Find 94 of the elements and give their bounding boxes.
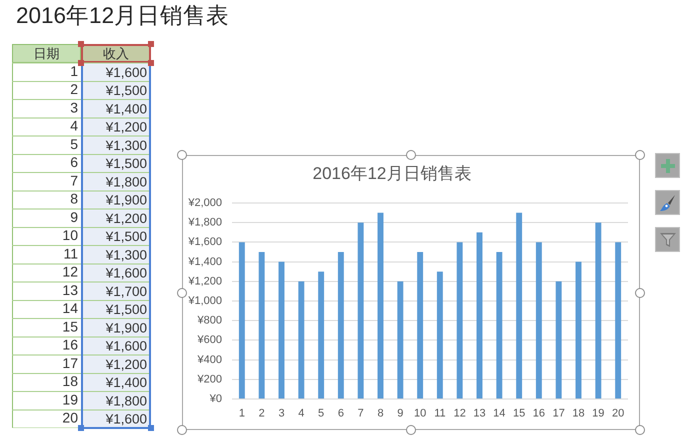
y-tick-label: 14 bbox=[62, 300, 78, 316]
y-tick-label: 13 bbox=[62, 282, 78, 298]
data-label: ¥1,900 bbox=[104, 192, 147, 208]
x-tick-label: 8 bbox=[377, 408, 384, 420]
x-tick-label: 18 bbox=[572, 408, 585, 420]
x-tick-label: 9 bbox=[397, 408, 404, 420]
data-label: ¥1,600 bbox=[104, 338, 147, 354]
data-label: ¥1,900 bbox=[104, 320, 147, 336]
y-tick-label: 8 bbox=[70, 190, 78, 207]
data-label: ¥1,800 bbox=[104, 174, 147, 190]
data-label: ¥1,700 bbox=[104, 284, 147, 299]
y-tick-label: 16 bbox=[62, 336, 78, 353]
bar bbox=[258, 252, 265, 398]
data-label: ¥1,600 bbox=[104, 64, 147, 80]
data-label: ¥1,500 bbox=[104, 229, 147, 244]
bar bbox=[238, 242, 245, 398]
data-label: ¥1,800 bbox=[104, 393, 147, 408]
bar bbox=[378, 212, 384, 398]
y-tick-label: 1 bbox=[70, 62, 78, 79]
x-tick-label: 11 bbox=[434, 408, 446, 420]
chart-title: 2016年12月日销售表 bbox=[16, 3, 230, 29]
y-tick-label: 2 bbox=[70, 81, 78, 98]
data-label: ¥1,500 bbox=[104, 156, 147, 172]
y-tick-label: ¥1,600 bbox=[187, 236, 222, 248]
x-tick-label: 收入 bbox=[103, 46, 129, 61]
y-tick-label: 9 bbox=[70, 208, 78, 225]
x-tick-label: 15 bbox=[512, 408, 526, 420]
data-label: ¥1,500 bbox=[104, 83, 147, 98]
y-tick-label: 5 bbox=[70, 136, 78, 152]
data-label: ¥1,400 bbox=[104, 101, 147, 116]
x-tick-label: 20 bbox=[612, 408, 624, 420]
bar bbox=[476, 232, 482, 398]
data-label: ¥1,200 bbox=[104, 210, 147, 226]
x-tick-label: 5 bbox=[318, 408, 324, 420]
chart-title: 2016年12月日销售表 bbox=[312, 164, 472, 184]
data-label: ¥1,500 bbox=[104, 302, 147, 318]
x-tick-label: 17 bbox=[552, 408, 565, 420]
x-tick-label: 10 bbox=[414, 408, 426, 420]
y-tick-label: 6 bbox=[70, 154, 78, 170]
y-tick-label: ¥0 bbox=[208, 393, 222, 406]
x-tick-label: 4 bbox=[298, 408, 304, 420]
bar bbox=[536, 242, 542, 398]
y-tick-label: ¥1,800 bbox=[187, 216, 222, 229]
y-tick-label: ¥400 bbox=[196, 354, 222, 366]
data-label: ¥1,600 bbox=[104, 412, 147, 427]
bar bbox=[358, 222, 364, 398]
y-tick-label: 7 bbox=[70, 172, 78, 188]
y-axis-title: 日期 bbox=[12, 44, 81, 63]
y-tick-label: ¥2,000 bbox=[187, 197, 222, 210]
x-tick-label: 7 bbox=[358, 408, 364, 420]
y-tick-label: 18 bbox=[62, 373, 78, 390]
data-label: ¥1,200 bbox=[104, 356, 147, 372]
y-tick-label: 15 bbox=[62, 318, 78, 334]
bar bbox=[318, 272, 324, 398]
y-tick-label: ¥800 bbox=[196, 314, 222, 327]
x-tick-label: 13 bbox=[473, 408, 486, 420]
data-label: ¥1,600 bbox=[104, 266, 147, 281]
x-tick-label: 19 bbox=[592, 408, 604, 420]
bar bbox=[456, 242, 463, 398]
x-tick-label: 3 bbox=[278, 408, 285, 420]
y-tick-label: ¥1,400 bbox=[187, 256, 222, 268]
bar bbox=[397, 281, 404, 398]
y-tick-label: 11 bbox=[63, 245, 78, 262]
y-tick-label: 17 bbox=[62, 354, 78, 371]
bar bbox=[278, 262, 284, 398]
x-tick-label: 6 bbox=[338, 408, 344, 420]
data-label: ¥1,400 bbox=[104, 375, 147, 390]
x-tick-label: 2 bbox=[258, 408, 265, 420]
y-tick-label: ¥200 bbox=[196, 373, 222, 386]
y-tick-label: 12 bbox=[62, 264, 78, 280]
bar bbox=[338, 252, 344, 398]
y-tick-label: 10 bbox=[62, 227, 78, 244]
bar bbox=[595, 222, 602, 398]
y-tick-label: 4 bbox=[70, 118, 78, 134]
y-tick-label: 3 bbox=[70, 99, 78, 116]
bar bbox=[516, 212, 522, 398]
y-tick-label: ¥1,000 bbox=[187, 295, 222, 308]
bar bbox=[298, 281, 304, 398]
bar bbox=[615, 242, 622, 398]
data-label: ¥1,300 bbox=[104, 247, 147, 262]
bar bbox=[556, 281, 562, 398]
x-tick-label: 1 bbox=[238, 408, 245, 420]
x-tick-label: 12 bbox=[454, 408, 466, 420]
bar bbox=[576, 262, 582, 398]
bar bbox=[496, 252, 502, 398]
data-label: ¥1,300 bbox=[104, 138, 147, 153]
y-tick-label: ¥1,200 bbox=[187, 275, 222, 288]
bar bbox=[436, 272, 443, 398]
bar bbox=[417, 252, 424, 398]
x-tick-label: 14 bbox=[493, 408, 506, 420]
y-tick-label: ¥600 bbox=[196, 334, 222, 346]
y-tick-label: 19 bbox=[62, 391, 78, 408]
data-label: ¥1,200 bbox=[104, 120, 147, 135]
x-tick-label: 16 bbox=[532, 408, 546, 420]
